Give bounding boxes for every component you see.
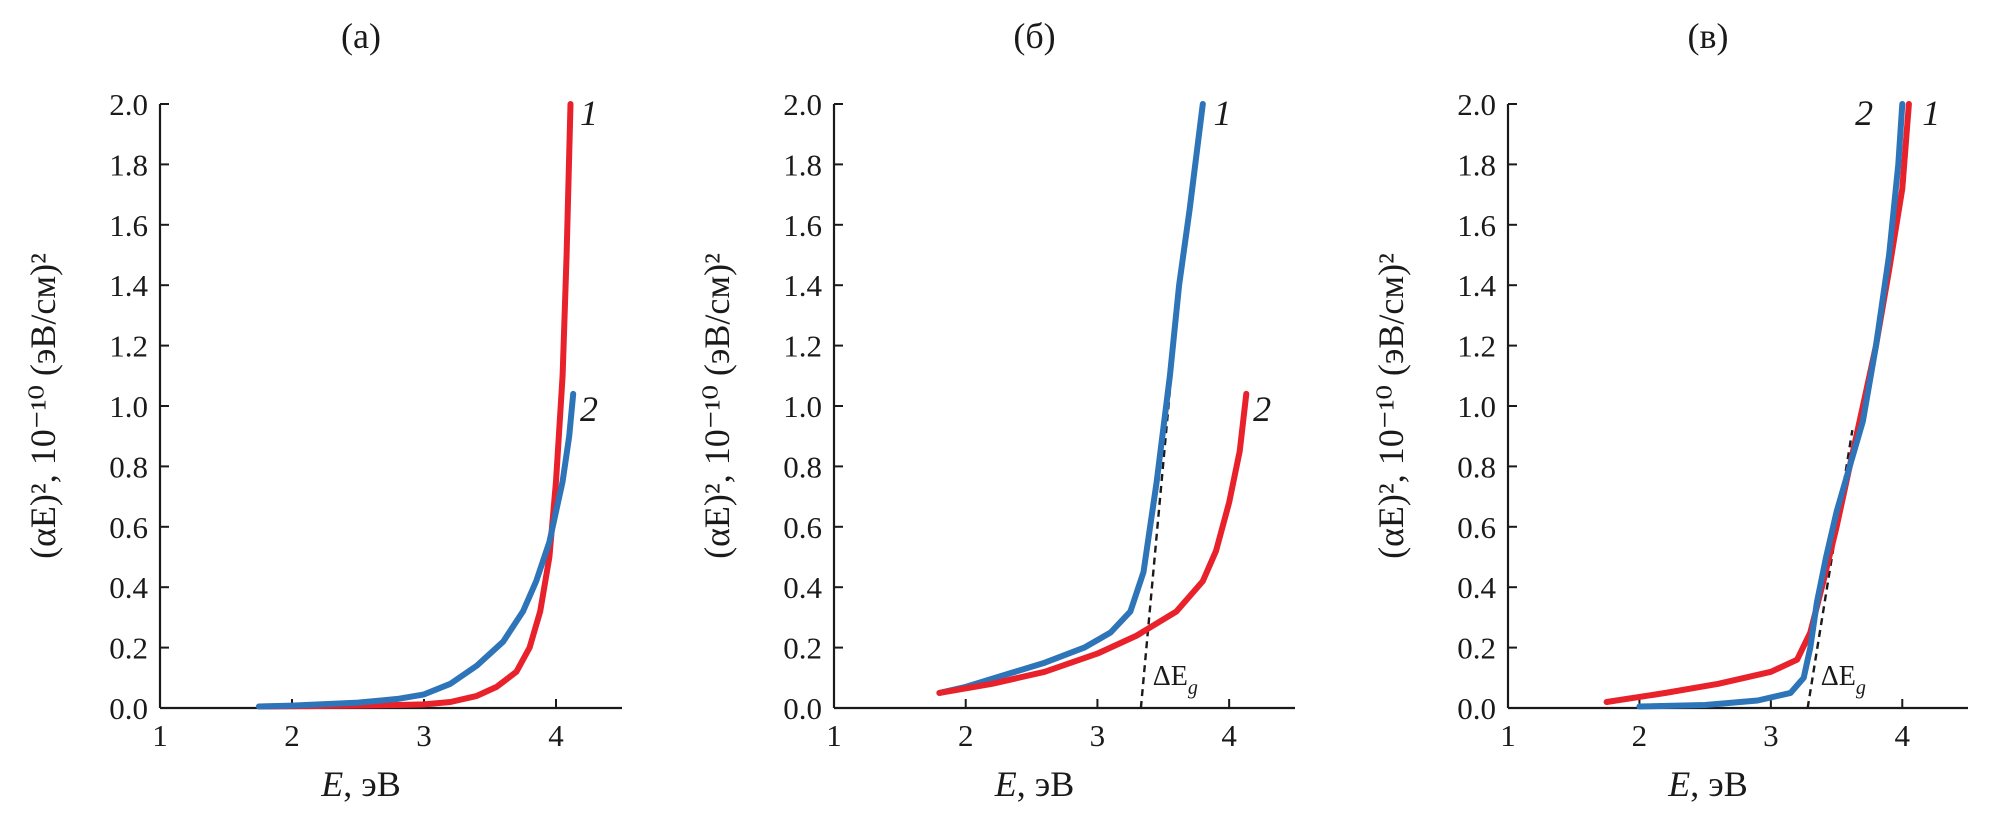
x-tick-label: 4: [548, 718, 564, 753]
series-line-2: [936, 390, 1250, 696]
y-tick-label: 1.8: [1457, 147, 1496, 182]
series-line-1: [256, 101, 574, 710]
y-tick-label: 0.6: [783, 510, 822, 545]
band-gap-subscript: g: [1188, 677, 1198, 699]
y-tick-label: 0.4: [109, 570, 148, 605]
y-axis-title: (αE)², 10⁻¹⁰ (эВ/см)²: [1371, 253, 1411, 559]
y-tick-label: 0.6: [109, 510, 148, 545]
x-tick-label: 2: [958, 718, 974, 753]
series-line-2: [1636, 101, 1906, 710]
y-tick-label: 1.2: [1457, 329, 1496, 364]
series-line-2: [256, 390, 577, 710]
y-tick-label: 0.2: [109, 631, 148, 666]
x-tick-label: 1: [152, 718, 168, 753]
y-axis-title: (αE)², 10⁻¹⁰ (эВ/см)²: [23, 253, 63, 559]
y-tick-label: 0.8: [109, 449, 148, 484]
x-tick-label: 3: [1090, 718, 1106, 753]
y-tick-label: 1.6: [783, 208, 822, 243]
curve-number-label: 1: [1214, 93, 1232, 133]
chart-panel-2: 0.0 0.2 0.4 0.6 0.8 1.0 1.2 1.4 1.6 1.8 2.0 1 2 3 4 (б)…: [697, 16, 1295, 804]
y-axis-title: (αE)², 10⁻¹⁰ (эВ/см)²: [697, 253, 737, 559]
x-tick-label: 1: [1500, 718, 1516, 753]
y-tick-label: 0.8: [1457, 449, 1496, 484]
y-tick-label: 0.6: [1457, 510, 1496, 545]
x-tick-label: 1: [826, 718, 842, 753]
y-tick-label: 1.6: [109, 208, 148, 243]
y-tick-label: 1.4: [1457, 268, 1496, 303]
x-tick-label: 4: [1221, 718, 1237, 753]
y-tick-label: 1.2: [109, 329, 148, 364]
x-tick-label: 2: [284, 718, 300, 753]
x-tick-label: 3: [1763, 718, 1779, 753]
y-tick-label: 1.8: [783, 147, 822, 182]
y-tick-label: 1.2: [783, 329, 822, 364]
y-tick-label: 2.0: [1457, 87, 1496, 122]
x-axis-variable: E: [994, 764, 1017, 804]
x-axis-variable: E: [320, 764, 343, 804]
y-tick-label: 0.4: [783, 570, 822, 605]
y-tick-label: 0.2: [783, 631, 822, 666]
y-tick-label: 0.8: [783, 449, 822, 484]
y-tick-label: 1.0: [783, 389, 822, 424]
band-gap-subscript: g: [1856, 677, 1866, 699]
y-tick-label: 0.0: [783, 691, 822, 726]
series-line-1: [936, 101, 1206, 696]
curve-number-label: 1: [1922, 93, 1940, 133]
chart-panel-3: 0.0 0.2 0.4 0.6 0.8 1.0 1.2 1.4 1.6 1.8 2.0 1 2 3 4 (в)…: [1371, 16, 1968, 804]
x-axis-title: E, эВ: [994, 764, 1074, 804]
y-tick-label: 1.8: [109, 147, 148, 182]
y-tick-label: 0.4: [1457, 570, 1496, 605]
x-axis-variable: E: [1667, 764, 1690, 804]
band-gap-label: ΔEg: [1821, 661, 1866, 699]
band-gap-symbol: ΔE: [1153, 661, 1188, 692]
curve-number-label: 2: [1253, 389, 1271, 429]
y-tick-label: 1.4: [109, 268, 148, 303]
y-tick-label: 1.6: [1457, 208, 1496, 243]
x-axis-title: E, эВ: [1667, 764, 1747, 804]
curve-number-label: 2: [580, 389, 598, 429]
x-axis-unit: , эВ: [343, 764, 400, 804]
x-tick-label: 3: [416, 718, 432, 753]
panel-label: (в): [1688, 16, 1729, 56]
y-tick-label: 1.0: [109, 389, 148, 424]
y-tick-label: 0.0: [1457, 691, 1496, 726]
x-axis-unit: , эВ: [1017, 764, 1074, 804]
panel-label: (а): [341, 16, 381, 56]
curve-number-label: 2: [1855, 93, 1873, 133]
y-tick-label: 2.0: [109, 87, 148, 122]
y-tick-label: 0.0: [109, 691, 148, 726]
x-tick-label: 4: [1895, 718, 1911, 753]
panel-label: (б): [1013, 16, 1055, 56]
y-tick-label: 1.4: [783, 268, 822, 303]
y-tick-label: 2.0: [783, 87, 822, 122]
y-tick-label: 1.0: [1457, 389, 1496, 424]
band-gap-label: ΔEg: [1153, 661, 1198, 699]
chart-panel-1: 0.0 0.2 0.4 0.6 0.8 1.0 1.2 1.4 1.6 1.8 2.0 1 2 3 4 (а)…: [23, 16, 622, 804]
x-axis-unit: , эВ: [1690, 764, 1747, 804]
x-tick-label: 2: [1632, 718, 1648, 753]
band-gap-symbol: ΔE: [1821, 661, 1856, 692]
curve-number-label: 1: [580, 93, 598, 133]
y-tick-label: 0.2: [1457, 631, 1496, 666]
x-axis-title: E, эВ: [320, 764, 400, 804]
